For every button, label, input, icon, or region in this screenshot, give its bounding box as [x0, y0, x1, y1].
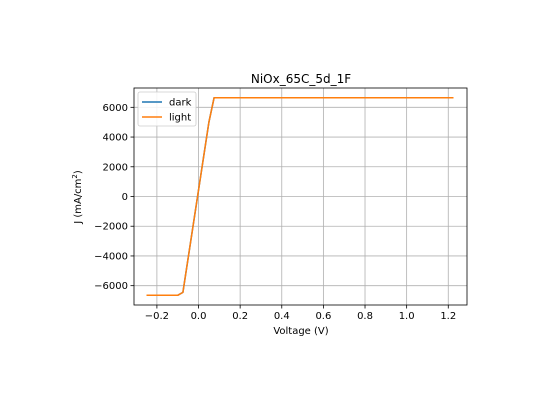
x-tick-label: 1.0: [399, 311, 415, 322]
y-axis-label-tail: ): [73, 170, 84, 174]
y-axis-ticks: −6000 −4000 −2000 0 2000 4000 6000: [94, 103, 134, 292]
x-tick-label: 1.2: [440, 311, 456, 322]
x-tick-label: −0.2: [145, 311, 169, 322]
series-line-light: [146, 96, 454, 297]
y-axis-label: J (mA/cm2): [71, 170, 84, 225]
x-axis-label: Voltage (V): [273, 326, 328, 337]
legend-label-dark: dark: [169, 98, 192, 109]
y-tick-label: 2000: [103, 162, 128, 173]
y-axis-label-main: J (mA/cm: [73, 179, 84, 225]
y-axis-label-superscript: 2: [71, 174, 79, 178]
x-tick-label: 0.2: [232, 311, 248, 322]
x-tick-label: 0.8: [357, 311, 373, 322]
y-tick-label: −2000: [94, 222, 128, 233]
x-tick-label: 0.0: [191, 311, 207, 322]
y-tick-label: 4000: [103, 133, 128, 144]
y-tick-label: 0: [122, 192, 128, 203]
x-tick-label: 0.6: [315, 311, 331, 322]
legend: dark light: [137, 91, 197, 127]
series-lines: [146, 96, 454, 297]
y-tick-label: −4000: [94, 251, 128, 262]
legend-label-light: light: [169, 113, 191, 124]
y-tick-label: −6000: [94, 281, 128, 292]
x-tick-label: 0.4: [274, 311, 290, 322]
grid-lines: [134, 88, 467, 305]
y-tick-label: 6000: [103, 103, 128, 114]
chart-title: NiOx_65C_5d_1F: [251, 72, 351, 86]
x-axis-ticks: −0.2 0.0 0.2 0.4 0.6 0.8 1.0 1.2: [145, 305, 456, 322]
